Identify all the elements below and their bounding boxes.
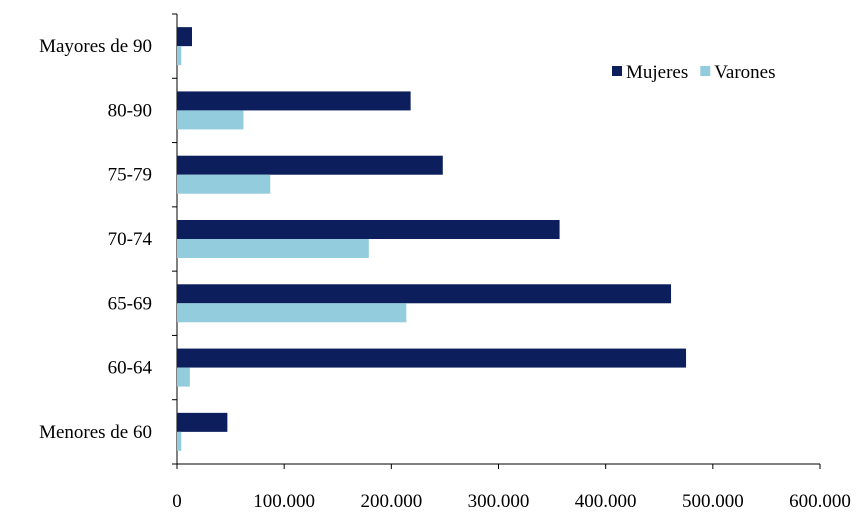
bar-varones	[177, 367, 190, 387]
bar-varones	[177, 303, 407, 323]
x-tick-label: 400.000	[575, 491, 637, 512]
bar-varones	[177, 431, 182, 451]
x-tick-label: 600.000	[789, 491, 851, 512]
category-label: 60-64	[108, 358, 153, 379]
bar-mujeres	[177, 91, 411, 111]
legend-label: Mujeres	[626, 62, 688, 83]
bar-mujeres	[177, 348, 687, 368]
legend-label: Varones	[714, 62, 775, 83]
legend-swatch	[612, 66, 622, 76]
x-tick-label: 500.000	[682, 491, 744, 512]
category-label: 75-79	[108, 165, 152, 186]
bar-mujeres	[177, 412, 228, 432]
bar-mujeres	[177, 155, 443, 175]
category-label: Menores de 60	[39, 422, 152, 443]
x-tick-label: 100.000	[253, 491, 315, 512]
bar-mujeres	[177, 284, 672, 304]
legend-swatch	[700, 66, 711, 76]
bar-varones	[177, 46, 182, 66]
category-label: 80-90	[108, 100, 152, 121]
bar-varones	[177, 110, 244, 130]
bar-mujeres	[177, 220, 560, 239]
category-label: Mayores de 90	[39, 36, 152, 57]
category-label: 65-69	[108, 293, 152, 314]
bar-varones	[177, 239, 369, 258]
plot-area: 0 100.000 200.000 300.000 400.000 500.000 600.…	[39, 13, 851, 512]
bar-varones	[177, 174, 271, 194]
x-tick-label: 0	[172, 491, 182, 512]
category-label: 70-74	[108, 229, 153, 250]
x-tick-label: 200.000	[360, 491, 422, 512]
legend: Mujeres Varones	[612, 62, 775, 83]
x-tick-label: 300.000	[468, 491, 530, 512]
bar-mujeres	[177, 27, 193, 47]
